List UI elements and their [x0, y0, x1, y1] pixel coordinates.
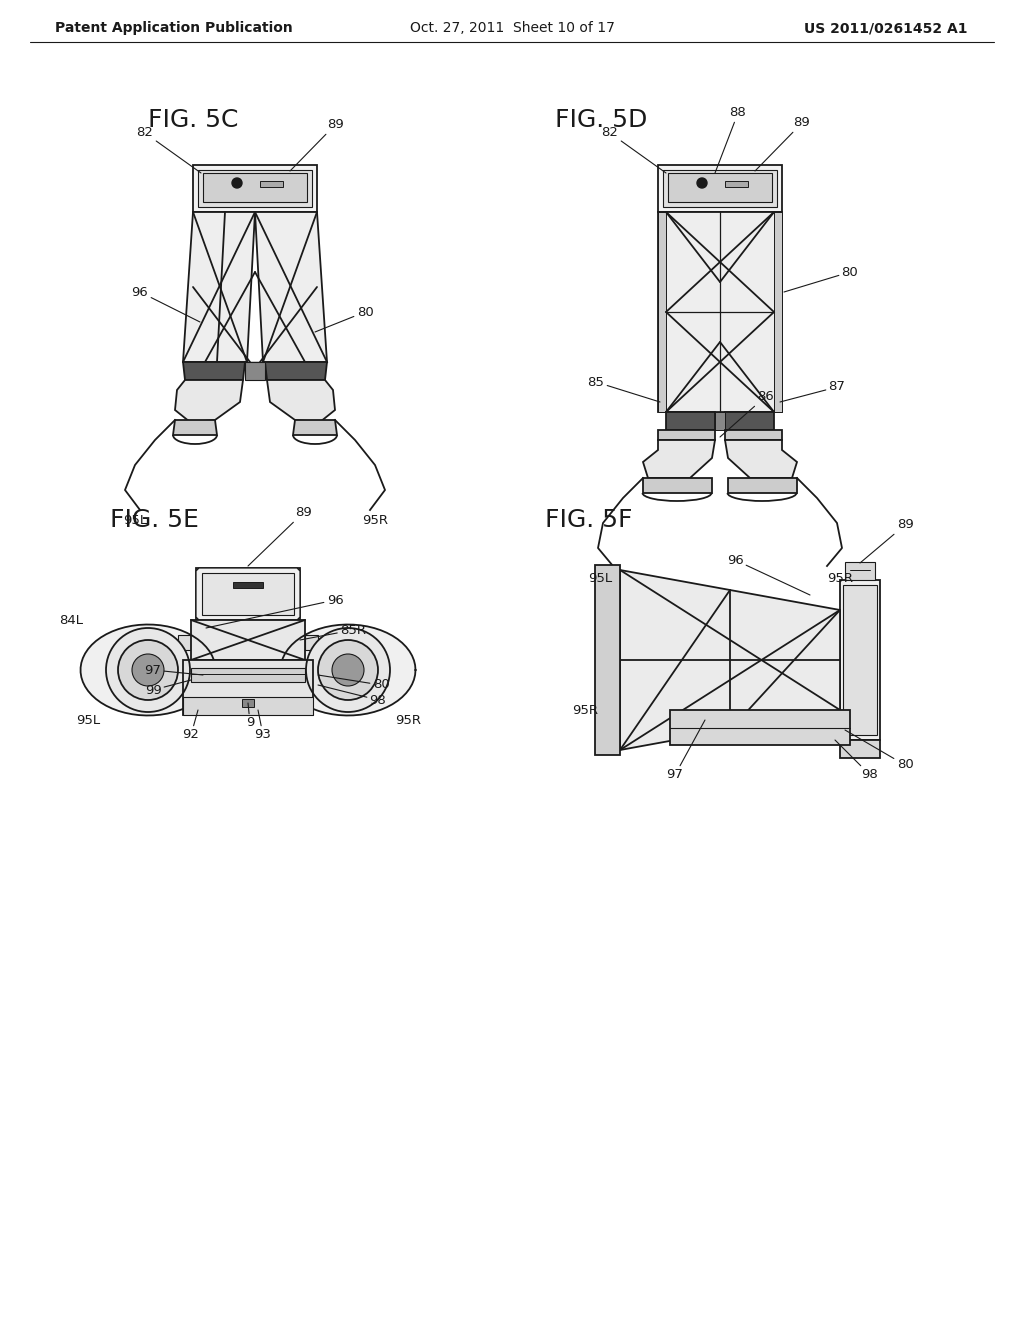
Polygon shape [183, 660, 313, 715]
Polygon shape [242, 700, 254, 708]
Text: 88: 88 [715, 107, 746, 173]
Polygon shape [191, 620, 305, 660]
Text: 84L: 84L [59, 614, 83, 627]
Text: 95L: 95L [588, 572, 612, 585]
Text: 80: 80 [784, 265, 858, 292]
Polygon shape [658, 213, 666, 412]
Text: 89: 89 [248, 507, 311, 566]
Polygon shape [595, 565, 620, 755]
Polygon shape [293, 420, 337, 436]
Polygon shape [281, 624, 416, 715]
Text: 82: 82 [136, 127, 201, 173]
Text: 89: 89 [755, 116, 810, 172]
Text: FIG. 5F: FIG. 5F [545, 508, 633, 532]
Polygon shape [175, 380, 243, 422]
Text: 95R: 95R [827, 572, 853, 585]
Text: 87: 87 [780, 380, 846, 403]
Text: 85: 85 [588, 375, 660, 403]
Circle shape [132, 653, 164, 686]
Polygon shape [255, 213, 327, 362]
Text: FIG. 5E: FIG. 5E [110, 508, 199, 532]
Polygon shape [663, 170, 777, 207]
Polygon shape [643, 440, 715, 478]
Polygon shape [183, 213, 255, 362]
Text: 95L: 95L [123, 513, 147, 527]
Text: Oct. 27, 2011  Sheet 10 of 17: Oct. 27, 2011 Sheet 10 of 17 [410, 21, 614, 36]
Circle shape [318, 640, 378, 700]
Polygon shape [183, 697, 313, 715]
Polygon shape [643, 478, 712, 492]
Polygon shape [840, 741, 880, 758]
Polygon shape [658, 213, 782, 412]
Polygon shape [840, 579, 880, 741]
Polygon shape [666, 412, 715, 430]
Text: FIG. 5C: FIG. 5C [148, 108, 239, 132]
Text: 80: 80 [318, 675, 389, 692]
Text: 97: 97 [667, 719, 705, 781]
Text: 85R: 85R [300, 623, 366, 640]
Polygon shape [203, 173, 307, 202]
Text: FIG. 5D: FIG. 5D [555, 108, 647, 132]
Polygon shape [193, 165, 317, 213]
Polygon shape [183, 362, 245, 380]
Text: 86: 86 [720, 391, 773, 437]
Text: 89: 89 [860, 519, 913, 564]
Text: 95R: 95R [362, 513, 388, 527]
Text: 9: 9 [246, 704, 254, 730]
Text: 80: 80 [845, 730, 913, 771]
Text: 95L: 95L [76, 714, 100, 726]
Text: 80: 80 [315, 305, 374, 333]
Polygon shape [658, 165, 782, 213]
Polygon shape [620, 570, 840, 750]
Polygon shape [202, 573, 294, 615]
Text: Patent Application Publication: Patent Application Publication [55, 21, 293, 36]
Polygon shape [668, 173, 772, 202]
Text: 98: 98 [835, 741, 879, 781]
Text: 93: 93 [255, 710, 271, 742]
Polygon shape [725, 440, 797, 478]
Text: US 2011/0261452 A1: US 2011/0261452 A1 [805, 21, 968, 36]
Circle shape [106, 628, 190, 711]
Polygon shape [191, 668, 305, 682]
Polygon shape [260, 181, 283, 187]
Polygon shape [196, 568, 300, 620]
Polygon shape [843, 585, 877, 735]
Polygon shape [658, 430, 715, 440]
Polygon shape [774, 213, 782, 412]
Polygon shape [178, 635, 191, 649]
Polygon shape [845, 562, 874, 579]
Text: 92: 92 [182, 710, 200, 742]
Text: 82: 82 [601, 127, 666, 173]
Polygon shape [265, 362, 327, 380]
Circle shape [306, 628, 390, 711]
Circle shape [232, 178, 242, 187]
Polygon shape [81, 624, 215, 715]
Polygon shape [173, 420, 217, 436]
Polygon shape [715, 412, 725, 430]
Text: 97: 97 [144, 664, 203, 676]
Text: 89: 89 [290, 119, 343, 172]
Polygon shape [233, 582, 263, 587]
Text: 96: 96 [132, 285, 200, 322]
Polygon shape [725, 181, 748, 187]
Text: 95R: 95R [395, 714, 421, 726]
Polygon shape [196, 568, 300, 620]
Circle shape [332, 653, 364, 686]
Text: 98: 98 [318, 685, 386, 706]
Text: 95R: 95R [572, 704, 598, 717]
Text: 99: 99 [144, 680, 191, 697]
Text: 96: 96 [206, 594, 343, 628]
Polygon shape [725, 430, 782, 440]
Polygon shape [670, 710, 850, 744]
Polygon shape [267, 380, 335, 422]
Polygon shape [725, 412, 774, 430]
Text: 96: 96 [727, 553, 810, 595]
Polygon shape [245, 362, 265, 380]
Circle shape [118, 640, 178, 700]
Circle shape [697, 178, 707, 187]
Polygon shape [728, 478, 797, 492]
Polygon shape [198, 170, 312, 207]
Polygon shape [305, 635, 318, 649]
